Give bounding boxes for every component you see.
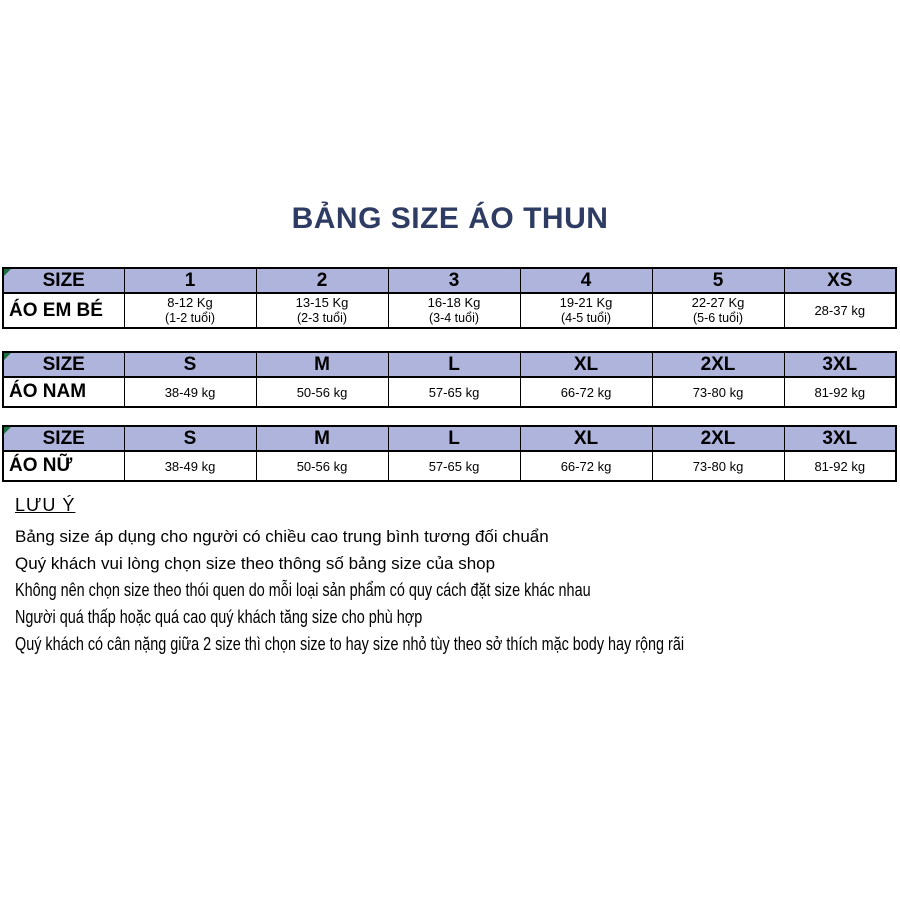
age-range: (4-5 tuổi) (560, 311, 612, 325)
column-header: XL (519, 351, 653, 378)
weight-range: 22-27 Kg (691, 295, 745, 310)
column-header: 2XL (651, 425, 785, 452)
table-cell: 66-72 kg (519, 450, 653, 482)
column-header: S (123, 351, 257, 378)
green-triangle-marker-icon (4, 353, 11, 360)
weight-range: 8-12 Kg (167, 295, 213, 310)
row-label-ao-em-be: ÁO EM BÉ (2, 292, 125, 329)
note-line: Quý khách vui lòng chọn size theo thông … (15, 554, 496, 573)
table-cell: 50-56 kg (255, 376, 389, 408)
note-line: Bảng size áp dụng cho người có chiều cao… (15, 527, 549, 546)
table-header-row: SIZE S M L XL 2XL 3XL (2, 351, 897, 378)
weight-range: 19-21 Kg (559, 295, 613, 310)
table-cell: 19-21 Kg (4-5 tuổi) (519, 292, 653, 329)
table-cell: 38-49 kg (123, 376, 257, 408)
table-cell: 22-27 Kg (5-6 tuổi) (651, 292, 785, 329)
size-table-ao-em-be: SIZE 1 2 3 4 5 XS ÁO EM BÉ 8-12 Kg (1-2 … (2, 267, 897, 329)
notes-heading: LƯU Ý (15, 495, 76, 515)
column-header-size: SIZE (2, 267, 125, 294)
column-header: 2 (255, 267, 389, 294)
age-range: (1-2 tuổi) (164, 311, 216, 325)
column-header: M (255, 351, 389, 378)
weight-range: 13-15 Kg (295, 295, 349, 310)
row-label-ao-nu: ÁO NỮ (2, 450, 125, 482)
column-header: 3 (387, 267, 521, 294)
note-line: Người quá thấp hoặc quá cao quý khách tă… (15, 607, 423, 627)
age-range: (3-4 tuổi) (428, 311, 480, 325)
table-header-row: SIZE 1 2 3 4 5 XS (2, 267, 897, 294)
column-header: XL (519, 425, 653, 452)
table-row: ÁO NỮ 38-49 kg 50-56 kg 57-65 kg 66-72 k… (2, 450, 897, 482)
table-cell: 16-18 Kg (3-4 tuổi) (387, 292, 521, 329)
table-cell: 81-92 kg (783, 450, 897, 482)
table-cell: 28-37 kg (783, 292, 897, 329)
note-line: Quý khách có cân nặng giữa 2 size thì ch… (15, 634, 685, 654)
table-cell: 57-65 kg (387, 450, 521, 482)
table-row: ÁO EM BÉ 8-12 Kg (1-2 tuổi) 13-15 Kg (2-… (2, 292, 897, 329)
table-cell: 81-92 kg (783, 376, 897, 408)
column-header: 5 (651, 267, 785, 294)
column-header: 4 (519, 267, 653, 294)
table-cell: 57-65 kg (387, 376, 521, 408)
column-header: 3XL (783, 351, 897, 378)
column-header: L (387, 425, 521, 452)
row-label-ao-nam: ÁO NAM (2, 376, 125, 408)
table-cell: 13-15 Kg (2-3 tuổi) (255, 292, 389, 329)
column-header-size: SIZE (2, 351, 125, 378)
column-header: 1 (123, 267, 257, 294)
column-header: 2XL (651, 351, 785, 378)
size-table-ao-nam: SIZE S M L XL 2XL 3XL ÁO NAM 38-49 kg 50… (2, 351, 897, 408)
column-header: 3XL (783, 425, 897, 452)
notes-section: LƯU Ý Bảng size áp dụng cho người có chi… (15, 495, 885, 658)
table-cell: 38-49 kg (123, 450, 257, 482)
age-range: (2-3 tuổi) (296, 311, 348, 325)
age-range: (5-6 tuổi) (692, 311, 744, 325)
green-triangle-marker-icon (4, 269, 11, 276)
table-header-row: SIZE S M L XL 2XL 3XL (2, 425, 897, 452)
size-table-ao-nu: SIZE S M L XL 2XL 3XL ÁO NỮ 38-49 kg 50-… (2, 425, 897, 482)
weight-range: 28-37 kg (814, 302, 866, 318)
table-cell: 8-12 Kg (1-2 tuổi) (123, 292, 257, 329)
table-cell: 73-80 kg (651, 376, 785, 408)
note-line: Không nên chọn size theo thói quen do mỗ… (15, 580, 591, 600)
column-header: M (255, 425, 389, 452)
table-cell: 66-72 kg (519, 376, 653, 408)
table-cell: 73-80 kg (651, 450, 785, 482)
table-row: ÁO NAM 38-49 kg 50-56 kg 57-65 kg 66-72 … (2, 376, 897, 408)
column-header-size: SIZE (2, 425, 125, 452)
column-header: L (387, 351, 521, 378)
weight-range: 16-18 Kg (427, 295, 481, 310)
column-header: XS (783, 267, 897, 294)
page-title: BẢNG SIZE ÁO THUN (291, 202, 609, 235)
column-header: S (123, 425, 257, 452)
table-cell: 50-56 kg (255, 450, 389, 482)
green-triangle-marker-icon (4, 427, 11, 434)
